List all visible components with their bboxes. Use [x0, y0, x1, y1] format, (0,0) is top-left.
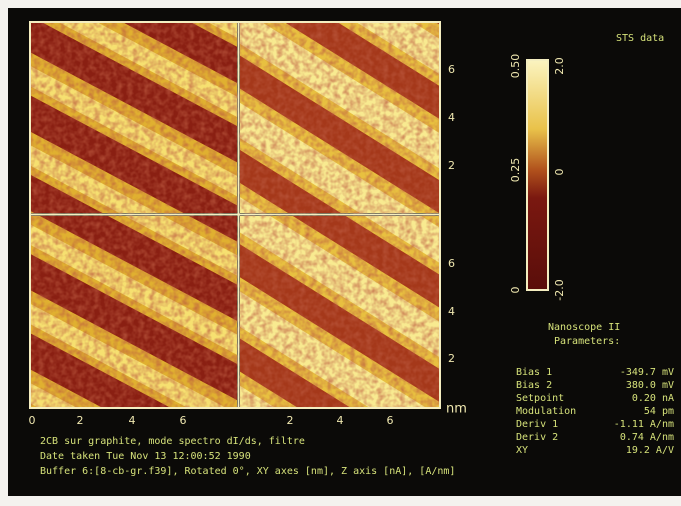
- param-name: Bias 2: [516, 380, 552, 391]
- param-name: Deriv 2: [516, 432, 558, 443]
- param-value: 54 pm: [644, 406, 674, 417]
- param-value: 0.20 nA: [632, 393, 674, 404]
- x-tick-label: 6: [180, 414, 187, 427]
- colorbar: [527, 60, 548, 290]
- caption-line: 2CB sur graphite, mode spectro dI/ds, fi…: [40, 436, 305, 447]
- caption-line: Date taken Tue Nov 13 12:00:52 1990: [40, 451, 251, 462]
- x-tick-label: 4: [337, 414, 344, 427]
- x-tick-label: 4: [129, 414, 136, 427]
- colorbar-label: 0.50: [509, 54, 522, 79]
- y-tick-label: 6: [448, 63, 455, 76]
- x-tick-label: 2: [287, 414, 294, 427]
- caption-line: Buffer 6:[8-cb-gr.f39], Rotated 0°, XY a…: [40, 466, 455, 477]
- param-value: 0.74 A/nm: [620, 432, 674, 443]
- params-subtitle: Parameters:: [554, 336, 620, 347]
- colorbar-label: 0: [553, 169, 566, 176]
- params-title: Nanoscope II: [548, 322, 620, 333]
- y-tick-label: 4: [448, 305, 455, 318]
- page: {"header": {"title": "STS data"}, "color…: [0, 0, 681, 506]
- param-name: XY: [516, 445, 528, 456]
- x-tick-label: 0: [29, 414, 36, 427]
- param-name: Setpoint: [516, 393, 564, 404]
- colorbar-label: 0: [509, 287, 522, 294]
- colorbar-label: 2.0: [553, 57, 566, 75]
- param-name: Deriv 1: [516, 419, 558, 430]
- param-value: -1.11 A/nm: [614, 419, 674, 430]
- y-tick-label: 2: [448, 352, 455, 365]
- body: STS data 0.50 0.25 0 2.0 0 -2.0 6 4 2 6 …: [0, 0, 681, 506]
- param-name: Modulation: [516, 406, 576, 417]
- colorbar-label: -2.0: [553, 279, 566, 300]
- param-value: 19.2 A/V: [626, 445, 674, 456]
- y-tick-label: 2: [448, 159, 455, 172]
- stm-images: [30, 22, 440, 408]
- screen-title: STS data: [616, 33, 664, 44]
- colorbar-label: 0.25: [509, 158, 522, 183]
- param-value: 380.0 mV: [626, 380, 674, 391]
- param-value: -349.7 mV: [620, 367, 674, 378]
- y-tick-label: 4: [448, 111, 455, 124]
- x-tick-label: 6: [387, 414, 394, 427]
- param-name: Bias 1: [516, 367, 552, 378]
- axis-unit: nm: [446, 402, 467, 417]
- screen-photo: STS data 0.50 0.25 0 2.0 0 -2.0 6 4 2 6 …: [0, 0, 681, 506]
- y-tick-label: 6: [448, 257, 455, 270]
- x-tick-label: 2: [77, 414, 84, 427]
